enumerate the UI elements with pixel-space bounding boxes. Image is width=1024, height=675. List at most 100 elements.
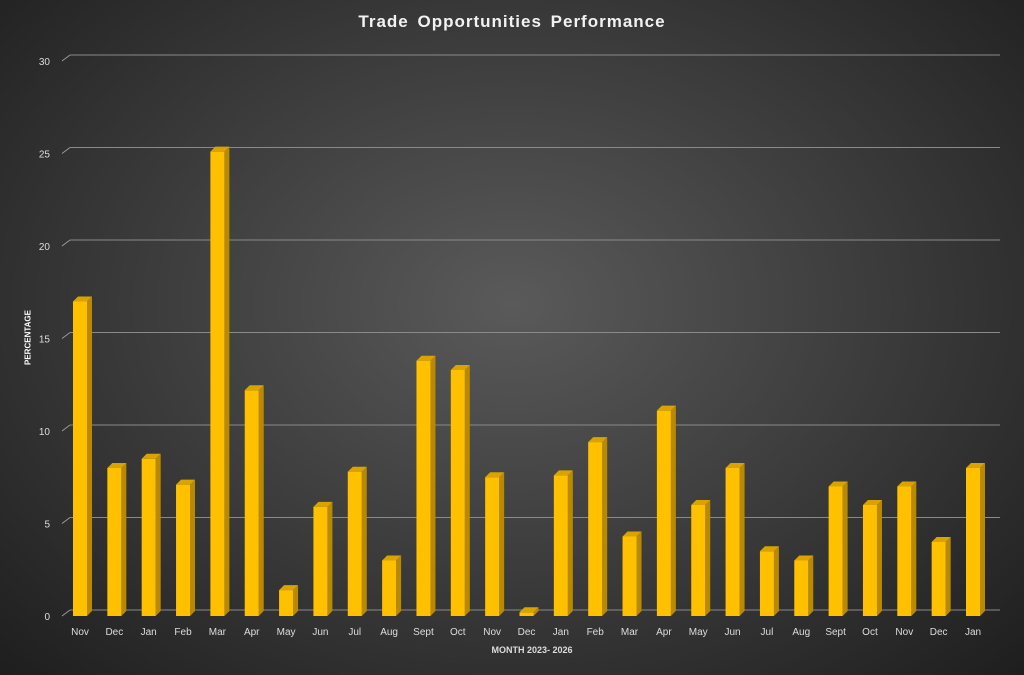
x-tick-label: Sept	[825, 627, 846, 638]
bar-side	[327, 501, 333, 616]
bar	[279, 590, 294, 616]
y-tick-label: 5	[44, 520, 50, 531]
bar	[553, 475, 568, 616]
chart-title: Trade Opportunities Performance	[358, 12, 666, 31]
bar-side	[499, 472, 505, 616]
x-tick-label: Dec	[105, 627, 123, 638]
x-tick-label: Jul	[761, 627, 774, 638]
bar	[622, 536, 637, 616]
bar-top	[862, 500, 882, 505]
bar	[828, 486, 843, 616]
bar-side	[842, 481, 848, 616]
x-tick-label: May	[277, 627, 296, 638]
bar	[759, 551, 774, 616]
bar-top	[347, 466, 367, 472]
bar	[347, 471, 362, 616]
gridline-depth	[61, 517, 71, 524]
x-tick-label: Nov	[895, 627, 913, 638]
bar	[931, 542, 946, 616]
bar	[244, 390, 259, 616]
bar	[897, 486, 912, 616]
bar-top	[107, 463, 127, 468]
bar-top	[691, 500, 711, 505]
x-tick-label: Jan	[553, 627, 569, 638]
x-tick-label: Jun	[312, 627, 328, 638]
x-tick-label: Jan	[141, 627, 157, 638]
bar-side	[87, 296, 92, 616]
x-tick-label: Nov	[483, 627, 501, 638]
bar-side	[980, 463, 985, 616]
bar-top	[176, 479, 196, 485]
bar-top	[828, 481, 848, 487]
x-tick-label: Mar	[209, 627, 227, 638]
bar	[485, 477, 500, 616]
y-tick-label: 20	[39, 242, 51, 253]
bar-top	[759, 546, 779, 552]
bar-side	[911, 481, 917, 616]
x-tick-label: Nov	[71, 627, 89, 638]
bar	[966, 468, 980, 616]
bar-top	[931, 537, 951, 542]
bar-top	[382, 555, 402, 561]
bar-side	[396, 555, 402, 616]
y-tick-label: 0	[44, 612, 50, 623]
bar-top	[210, 146, 230, 152]
bar	[416, 360, 431, 616]
bar-side	[190, 479, 196, 616]
bar-side	[739, 463, 745, 616]
x-tick-label: Sept	[413, 627, 434, 638]
bar-top	[622, 531, 642, 537]
bar	[176, 484, 191, 616]
bar-side	[602, 437, 608, 616]
bar	[382, 560, 397, 616]
bar-top	[588, 437, 608, 443]
bar	[794, 560, 809, 616]
x-tick-label: May	[689, 627, 708, 638]
bar	[141, 458, 156, 616]
bar-side	[464, 364, 470, 616]
gridline-depth	[61, 239, 71, 247]
bar	[210, 151, 225, 616]
bar	[73, 301, 87, 616]
bar-side	[533, 607, 539, 616]
bar-top	[725, 463, 745, 468]
x-tick-label: Aug	[792, 627, 810, 638]
y-tick-label: 10	[39, 427, 51, 438]
x-tick-label: Jan	[965, 627, 981, 638]
x-tick-label: Feb	[587, 627, 605, 638]
x-tick-label: Apr	[656, 627, 672, 638]
bar-side	[808, 555, 814, 616]
bar-top	[313, 501, 333, 507]
bar-top	[73, 296, 92, 302]
bar-top	[279, 585, 299, 591]
y-tick-label: 15	[39, 335, 51, 346]
bar-side	[121, 463, 127, 616]
bar-top	[244, 385, 264, 391]
bar-side	[430, 355, 436, 616]
bar-side	[876, 500, 882, 616]
bar-side	[945, 537, 951, 616]
bar-side	[636, 531, 642, 616]
bar	[519, 612, 534, 616]
bar-side	[705, 500, 711, 616]
x-tick-label: Oct	[862, 627, 878, 638]
x-tick-label: Jun	[725, 627, 741, 638]
x-tick-label: Dec	[930, 627, 948, 638]
gridline-depth	[61, 147, 71, 154]
bar-top	[553, 470, 573, 476]
bar	[862, 505, 877, 616]
bar-side	[670, 405, 676, 616]
bar-side	[224, 146, 230, 616]
x-axis-label: MONTH 2023- 2026	[491, 645, 573, 655]
bar-side	[773, 546, 779, 616]
y-tick-label: 25	[39, 150, 51, 161]
x-tick-label: Mar	[621, 627, 639, 638]
bar-top	[416, 355, 436, 361]
bar	[107, 468, 122, 616]
bar-top	[450, 364, 470, 370]
bar-side	[361, 466, 367, 616]
gridline-depth	[61, 54, 71, 62]
x-tick-label: Feb	[174, 627, 192, 638]
x-tick-label: Jul	[348, 627, 361, 638]
